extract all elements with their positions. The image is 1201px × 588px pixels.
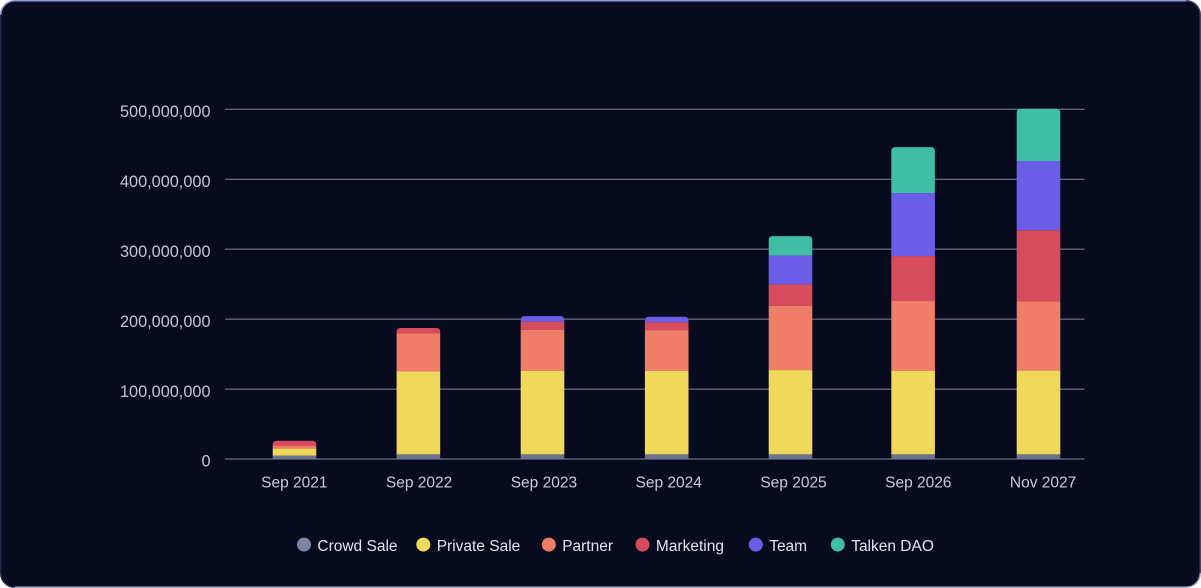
- svg-text:Nov 2027: Nov 2027: [1010, 475, 1076, 492]
- svg-text:Partner: Partner: [562, 538, 613, 555]
- svg-text:300,000,000: 300,000,000: [120, 243, 211, 261]
- svg-text:100,000,000: 100,000,000: [120, 383, 211, 401]
- svg-text:Sep 2025: Sep 2025: [760, 475, 826, 492]
- svg-text:400,000,000: 400,000,000: [120, 173, 211, 191]
- svg-text:Team: Team: [769, 538, 807, 555]
- svg-text:Sep 2023: Sep 2023: [511, 475, 577, 492]
- svg-text:Sep 2021: Sep 2021: [261, 475, 327, 492]
- svg-text:Sep 2022: Sep 2022: [386, 475, 452, 492]
- svg-text:Private Sale: Private Sale: [437, 538, 521, 555]
- svg-text:0: 0: [201, 453, 210, 471]
- svg-text:200,000,000: 200,000,000: [120, 313, 211, 331]
- svg-text:Crowd Sale: Crowd Sale: [317, 538, 397, 555]
- svg-text:Sep 2026: Sep 2026: [885, 475, 951, 492]
- svg-text:Talken DAO: Talken DAO: [851, 538, 934, 555]
- svg-text:500,000,000: 500,000,000: [120, 103, 211, 121]
- svg-text:Sep 2024: Sep 2024: [636, 475, 703, 492]
- svg-text:Marketing: Marketing: [656, 538, 724, 555]
